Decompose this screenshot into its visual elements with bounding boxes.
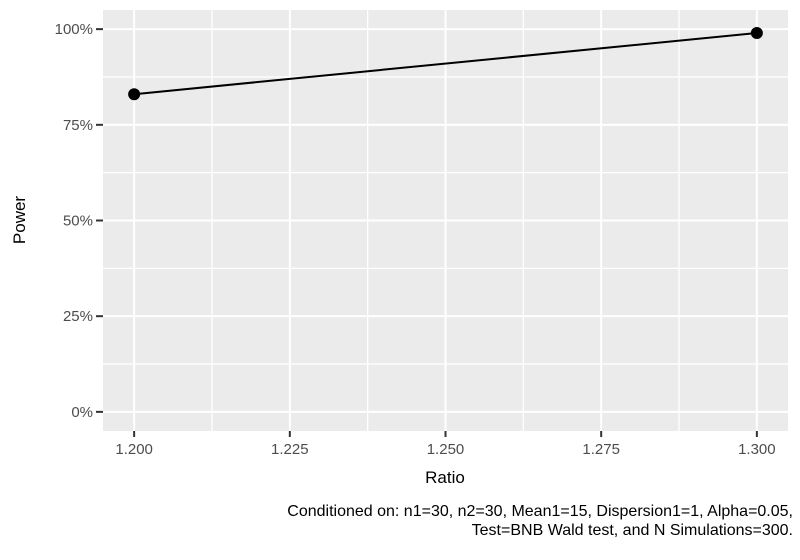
y-tick-label: 0% — [71, 404, 93, 421]
data-point — [128, 88, 141, 101]
x-tick-label: 1.250 — [427, 441, 465, 458]
x-tick-label: 1.275 — [582, 441, 620, 458]
caption-line-2: Test=BNB Wald test, and N Simulations=30… — [471, 522, 793, 539]
x-tick-label: 1.225 — [271, 441, 309, 458]
chart-caption: Conditioned on: n1=30, n2=30, Mean1=15, … — [287, 502, 793, 540]
y-tick-label: 50% — [63, 213, 93, 230]
y-axis-title: Power — [10, 195, 29, 245]
y-tick-label: 100% — [55, 21, 93, 38]
x-axis-title: Ratio — [425, 468, 465, 487]
caption-line-1: Conditioned on: n1=30, n2=30, Mean1=15, … — [287, 503, 793, 520]
series-line — [134, 31, 757, 96]
y-tick-label: 75% — [63, 117, 93, 134]
y-tick-label: 25% — [63, 308, 93, 325]
x-tick-label: 1.300 — [738, 441, 776, 458]
data-point — [750, 26, 763, 39]
x-tick-label: 1.200 — [115, 441, 153, 458]
